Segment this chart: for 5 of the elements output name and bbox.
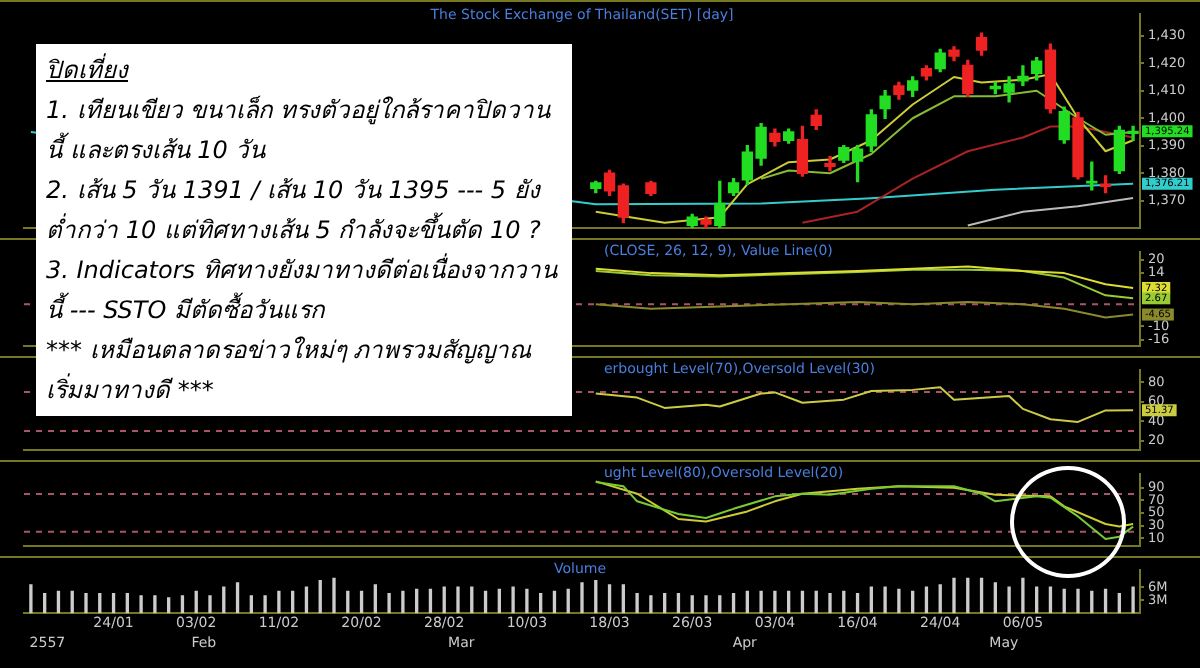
annotation: 1. เทียนเขียว ขนาเล็ก ทรงตัวอยู่ใกล้ราคาปิดวานนี้ และตรงเส้น 10 วัน	[46, 93, 553, 168]
annotation: 2. เส้น 5 วัน 1391 / เส้น 10 วัน 1395 --- 5 ยังต่ำกว่า 10 แต่ทิศทางเส้น 5 กำลังจะขึ้นตัด 10 ?	[46, 174, 543, 248]
text: *** เหมือนตลาดรอข่าวใหม่ๆ ภาพรวมสัญญาณเริ่มมาทางดี ***	[46, 336, 532, 404]
annotation: ปิดเที่ยง	[46, 51, 131, 88]
annotation: 3. Indicators ทิศทางยังมาทางดีต่อเนื่องจากวานนี้ --- SSTO มีตัดซื้อวันแรก	[46, 251, 560, 328]
